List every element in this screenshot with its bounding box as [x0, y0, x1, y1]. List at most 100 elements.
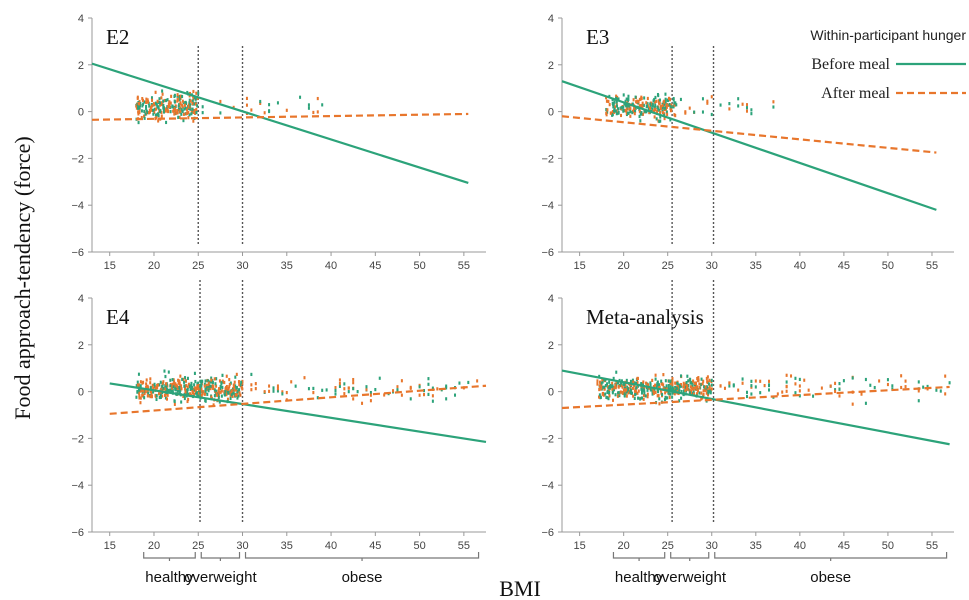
data-point — [620, 384, 623, 388]
data-point — [189, 387, 192, 392]
data-point — [623, 393, 626, 397]
data-point — [427, 377, 430, 381]
data-point — [685, 381, 688, 385]
data-point — [169, 378, 172, 382]
data-point — [684, 385, 687, 389]
data-point — [669, 118, 672, 122]
data-point — [680, 396, 683, 400]
data-point — [627, 387, 630, 391]
data-point — [664, 379, 667, 383]
data-point — [618, 393, 621, 398]
data-point — [651, 104, 654, 108]
data-point — [683, 389, 686, 393]
data-point — [640, 385, 643, 389]
data-point — [206, 387, 209, 391]
data-point — [138, 106, 141, 110]
data-point — [737, 104, 740, 108]
data-point — [656, 109, 659, 113]
data-point — [168, 104, 171, 109]
data-point — [606, 382, 609, 386]
data-point — [174, 111, 177, 116]
data-point — [194, 389, 197, 393]
data-point — [215, 389, 218, 393]
data-point — [838, 394, 841, 398]
data-point — [193, 108, 196, 113]
data-point — [209, 384, 212, 388]
data-point — [627, 391, 630, 395]
data-point — [628, 104, 631, 108]
data-point — [710, 378, 713, 382]
data-point — [851, 402, 854, 406]
data-point — [838, 381, 841, 386]
data-point — [143, 116, 146, 120]
y-tick-label: −4 — [541, 480, 554, 492]
data-point — [705, 391, 708, 395]
y-tick-label: 2 — [548, 60, 554, 72]
data-point — [143, 109, 146, 114]
y-tick-label: −4 — [71, 480, 84, 492]
panel-title: E4 — [106, 305, 130, 329]
data-point — [649, 388, 652, 392]
data-point — [177, 107, 180, 112]
data-point — [334, 392, 337, 396]
data-point — [343, 387, 346, 391]
data-point — [698, 391, 701, 395]
data-point — [173, 94, 176, 99]
data-point — [154, 113, 157, 117]
data-point — [263, 390, 266, 394]
data-point — [605, 395, 608, 400]
data-point — [166, 393, 169, 397]
data-point — [178, 390, 181, 394]
data-point — [227, 388, 230, 392]
data-point — [904, 385, 907, 389]
data-point — [680, 383, 683, 387]
data-point — [627, 94, 630, 98]
data-point — [151, 383, 154, 387]
x-tick-label: 35 — [281, 260, 293, 272]
data-point — [688, 106, 691, 110]
data-point — [180, 387, 183, 391]
y-tick-label: 0 — [78, 107, 84, 119]
data-point — [601, 392, 604, 396]
data-point — [939, 389, 942, 393]
data-point — [179, 102, 182, 106]
data-point — [613, 388, 616, 392]
data-point — [611, 384, 614, 388]
data-point — [299, 95, 302, 99]
data-point — [203, 384, 206, 388]
data-point — [680, 384, 683, 388]
data-point — [607, 386, 610, 390]
legend: Within-participant hunger Before meal Af… — [810, 27, 966, 102]
data-point — [673, 113, 676, 117]
data-point — [634, 392, 637, 397]
data-point — [316, 396, 319, 400]
data-point — [638, 104, 641, 108]
data-point — [750, 384, 753, 388]
data-point — [236, 389, 239, 394]
data-point — [159, 395, 162, 400]
data-point — [137, 110, 140, 114]
data-point — [276, 384, 279, 388]
x-tick-label: 45 — [838, 540, 850, 552]
data-point — [625, 97, 628, 101]
data-point — [820, 386, 823, 390]
x-tick-label: 20 — [148, 260, 160, 272]
data-point — [197, 381, 200, 385]
data-point — [790, 374, 793, 378]
data-point — [667, 96, 670, 100]
data-point — [184, 379, 187, 383]
data-point — [221, 385, 224, 390]
data-point — [649, 102, 652, 106]
data-point — [186, 108, 189, 112]
x-tick-label: 20 — [148, 540, 160, 552]
data-point — [179, 109, 182, 114]
data-point — [615, 112, 618, 116]
data-point — [203, 382, 206, 386]
data-point — [598, 387, 601, 392]
data-point — [653, 100, 656, 104]
data-point — [616, 95, 619, 100]
data-point — [622, 109, 625, 113]
data-point — [621, 385, 624, 389]
data-point — [626, 385, 629, 389]
data-point — [156, 383, 159, 387]
